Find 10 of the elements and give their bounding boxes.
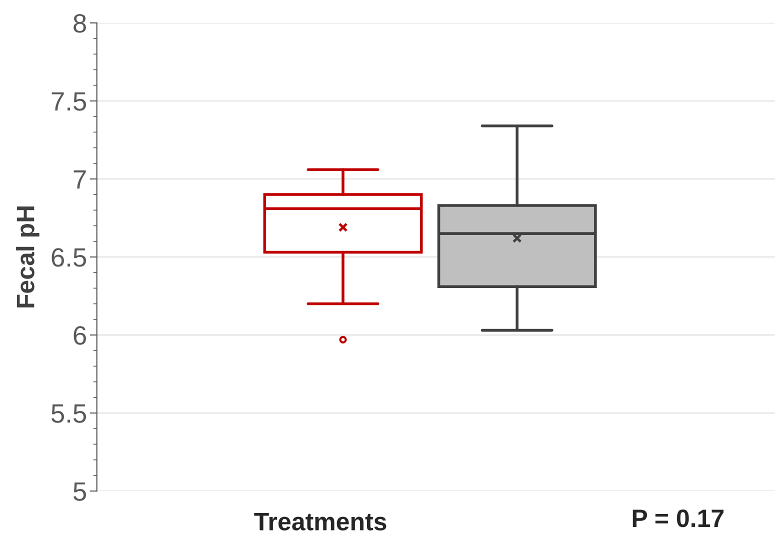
x-axis-title: Treatments xyxy=(254,513,386,530)
y-tick-label: 6 xyxy=(74,326,86,345)
y-tick-label: 5.5 xyxy=(51,404,86,423)
y-tick-label: 5 xyxy=(74,482,86,501)
y-tick-label: 8 xyxy=(74,14,86,33)
y-tick-label: 7 xyxy=(74,170,86,189)
text: P = 0.17 xyxy=(632,509,724,528)
y-axis-title: Fecal pH xyxy=(16,206,40,308)
y-tick-label: 6.5 xyxy=(52,248,86,267)
y-tick-label: 7.5 xyxy=(52,92,86,111)
